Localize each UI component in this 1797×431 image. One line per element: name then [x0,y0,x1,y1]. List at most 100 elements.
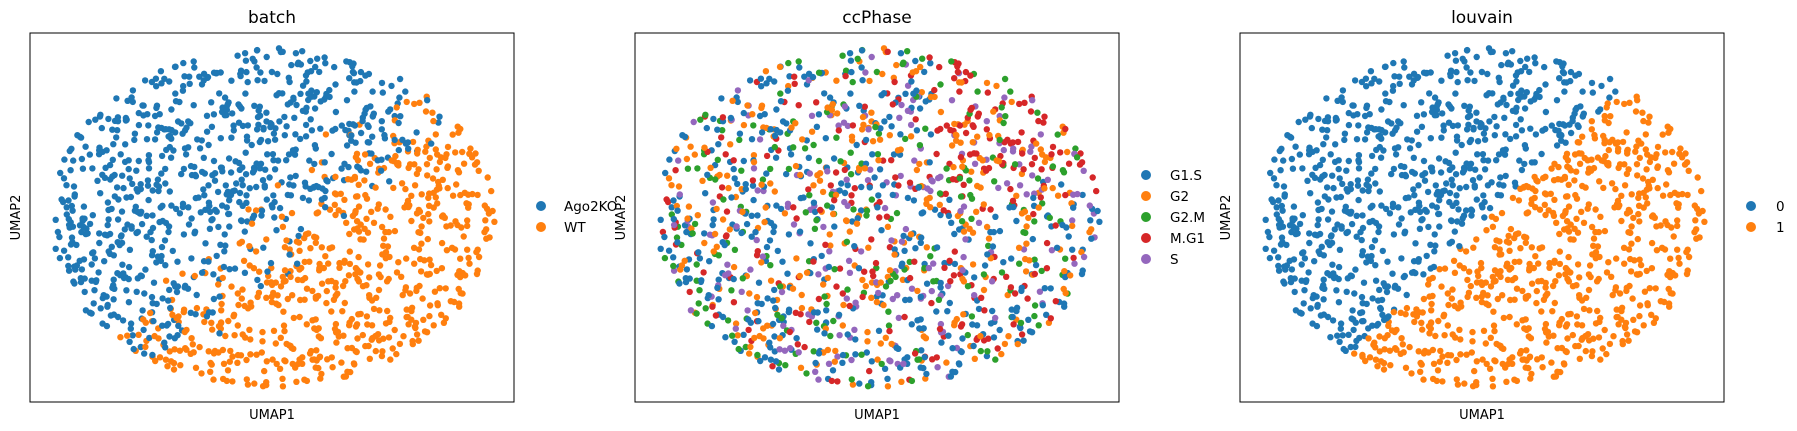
scatter-point [975,219,983,226]
scatter-point [244,122,252,129]
scatter-point [292,50,300,57]
scatter-point [256,268,263,275]
scatter-point [242,171,250,178]
scatter-point [954,63,961,70]
scatter-point [95,269,102,276]
scatter-point [1493,123,1500,130]
scatter-point [98,124,106,132]
scatter-point [690,118,697,126]
scatter-point [414,150,421,157]
scatter-point [815,295,823,303]
scatter-point [284,191,291,199]
scatter-point [292,131,299,138]
scatter-point [398,273,405,280]
scatter-point [936,201,943,208]
scatter-point [683,228,690,236]
scatter-point [1476,174,1483,181]
scatter-point [1651,214,1659,221]
scatter-point [281,267,289,274]
scatter-point [1059,221,1066,229]
scatter-point [1359,212,1366,219]
scatter-point [721,241,728,249]
scatter-point [749,177,757,184]
scatter-point [1599,345,1606,352]
scatter-point [1657,298,1665,305]
scatter-point [1304,177,1311,184]
scatter-point [739,208,746,216]
scatter-point [1473,53,1480,61]
scatter-point [1400,58,1407,65]
scatter-point [1317,312,1325,319]
scatter-point [945,212,953,219]
scatter-point [1675,254,1682,262]
scatter-point [321,159,328,166]
scatter-point [966,151,974,158]
scatter-point [1049,184,1056,192]
scatter-point [919,55,926,62]
scatter-point [865,126,872,133]
scatter-point [1372,165,1379,173]
scatter-point [1378,202,1385,209]
scatter-point [771,143,778,151]
scatter-point [137,343,144,351]
scatter-point [918,89,925,96]
scatter-point [1353,212,1360,219]
scatter-point [283,157,290,164]
scatter-point [293,238,301,245]
scatter-point [670,215,677,223]
scatter-point [65,221,73,229]
scatter-point [399,291,406,299]
scatter-point [379,348,386,355]
scatter-point [97,111,104,119]
scatter-point [259,383,267,390]
scatter-point [1363,83,1370,90]
scatter-point [749,182,757,189]
scatter-point [973,208,980,215]
scatter-point [1406,343,1413,351]
scatter-point [784,87,792,94]
scatter-point [715,276,722,283]
scatter-point [1319,156,1327,163]
scatter-point [332,173,339,180]
scatter-point [281,327,288,335]
scatter-point [846,50,854,57]
scatter-point [220,263,228,271]
scatter-point [283,123,290,130]
scatter-point [1398,335,1405,342]
scatter-point [755,279,763,286]
scatter-point [786,73,793,80]
scatter-point [831,223,838,230]
scatter-point [663,196,670,203]
scatter-point [1536,93,1543,101]
scatter-point [189,341,196,348]
scatter-point [1511,274,1519,282]
scatter-point [684,165,692,172]
scatter-point [1469,383,1477,390]
scatter-point [1538,244,1546,251]
scatter-point [917,63,924,71]
scatter-point [1289,215,1296,222]
scatter-point [1426,293,1433,300]
scatter-point [166,188,173,195]
scatter-point [249,55,256,62]
scatter-point [772,358,780,365]
scatter-point [444,143,452,151]
scatter-point [823,307,830,314]
scatter-point [1683,270,1691,278]
scatter-point [1522,293,1530,300]
scatter-point [1013,217,1020,225]
scatter-point [384,243,392,250]
scatter-point [941,264,948,271]
scatter-point [346,322,353,329]
scatter-point [166,348,173,355]
scatter-point [1286,257,1293,264]
scatter-point [425,210,432,218]
scatter-point [252,207,260,214]
scatter-point [1029,97,1036,104]
scatter-point [198,269,206,276]
scatter-point [207,368,214,375]
scatter-point [944,308,951,315]
scatter-point [1444,52,1451,59]
scatter-point [841,166,848,174]
scatter-point [1573,168,1580,175]
